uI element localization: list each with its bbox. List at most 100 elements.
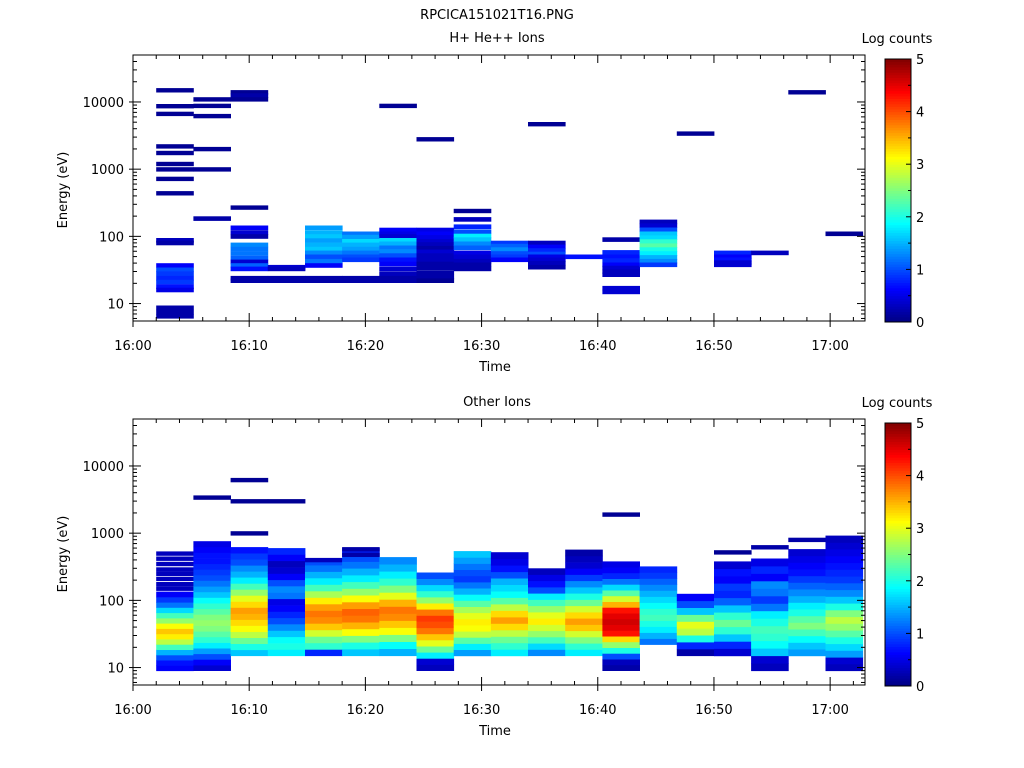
heatmap-cell	[342, 608, 380, 616]
colorbar-swatch	[885, 478, 911, 482]
heatmap-cell	[676, 600, 715, 608]
heatmap-cell	[639, 243, 678, 248]
heatmap-cell	[788, 90, 826, 95]
colorbar-swatch	[885, 657, 911, 661]
heatmap-cell	[751, 545, 789, 550]
heatmap-cell	[714, 254, 752, 260]
colorbar-swatch	[885, 111, 911, 115]
heatmap-cell	[453, 241, 492, 247]
colorbar-swatch	[885, 617, 911, 621]
heatmap-cell	[416, 652, 455, 659]
heatmap-cell	[305, 275, 343, 281]
heatmap-cell	[490, 240, 529, 246]
heatmap-cell	[565, 649, 603, 657]
heatmap-cell	[788, 549, 826, 557]
heatmap-cell	[528, 568, 566, 575]
colorbar-swatch	[885, 522, 911, 527]
heatmap-cell	[639, 590, 678, 597]
heatmap-cell	[230, 643, 269, 651]
heatmap-cell	[416, 137, 455, 142]
heatmap-cell	[639, 584, 678, 591]
heatmap-cell	[193, 546, 231, 553]
colorbar-swatch	[885, 520, 911, 524]
colorbar-tick-label: 4	[916, 106, 924, 121]
colorbar-swatch	[885, 124, 911, 128]
heatmap-cell	[788, 569, 826, 577]
colorbar-swatch	[885, 119, 911, 123]
colorbar-swatch	[885, 300, 911, 305]
heatmap-cell	[453, 266, 492, 272]
heatmap-cell	[230, 565, 269, 572]
heatmap-cell	[453, 631, 492, 638]
colorbar-swatch	[885, 570, 911, 574]
colorbar-swatch	[885, 620, 911, 624]
heatmap-cell	[751, 663, 789, 672]
heatmap-cell	[788, 642, 826, 650]
heatmap-cell	[416, 242, 455, 247]
heatmap-cell	[156, 591, 194, 598]
x-tick-label: 16:40	[579, 703, 616, 718]
heatmap-cell	[416, 603, 455, 610]
heatmap-cell	[416, 231, 455, 237]
heatmap-cell	[528, 580, 566, 588]
colorbar: 0 1 2 3 4 5	[884, 53, 924, 331]
x-tick-label: 16:50	[695, 703, 732, 718]
heatmap-cell	[230, 234, 269, 239]
heatmap-cell	[230, 577, 269, 584]
heatmap-cell	[379, 271, 417, 276]
heatmap-cell	[528, 122, 566, 127]
colorbar-swatch	[885, 308, 911, 312]
x-tick-label: 16:00	[114, 339, 151, 354]
colorbar-swatch	[885, 667, 911, 671]
heatmap-cell	[490, 591, 529, 598]
colorbar-swatch	[885, 509, 911, 513]
heatmap-cell	[156, 305, 194, 311]
heatmap-cell	[416, 257, 455, 263]
heatmap-cell	[453, 600, 492, 607]
heatmap-cell	[602, 289, 640, 295]
heatmap-cell	[267, 278, 306, 283]
colorbar-swatch	[885, 457, 911, 461]
heatmap-cell	[416, 578, 455, 586]
colorbar-swatch	[885, 229, 911, 234]
heatmap-cell	[193, 586, 231, 593]
heatmap-cell	[565, 605, 603, 613]
colorbar-swatch	[885, 533, 911, 537]
heatmap-cell	[602, 572, 640, 579]
heatmap-cell	[305, 623, 343, 631]
heatmap-cell	[788, 589, 826, 597]
colorbar-swatch	[885, 646, 911, 650]
colorbar-swatch	[885, 459, 911, 463]
heatmap-cell	[825, 643, 864, 651]
heatmap-cell	[602, 272, 640, 277]
colorbar-swatch	[885, 148, 911, 152]
heatmap-cell	[342, 615, 380, 623]
heatmap-cell	[416, 227, 455, 233]
heatmap-cell	[825, 596, 864, 604]
heatmap-cell	[602, 653, 640, 660]
heatmap-cell	[416, 646, 455, 653]
colorbar-swatch	[885, 216, 911, 220]
colorbar-swatch	[885, 140, 911, 144]
heatmap-cell	[453, 563, 492, 570]
heatmap-cell	[379, 103, 417, 109]
colorbar-swatch	[885, 441, 911, 445]
heatmap-cell	[342, 628, 380, 636]
colorbar-swatch	[885, 274, 911, 278]
heatmap-cell	[602, 641, 640, 648]
heatmap-cell	[676, 628, 715, 636]
colorbar-tick-label: 0	[916, 680, 924, 695]
heatmap-cell	[639, 566, 678, 573]
heatmap-cell	[193, 569, 231, 576]
colorbar-swatch	[885, 290, 911, 294]
heatmap-cell	[528, 593, 566, 600]
colorbar-swatch	[885, 622, 911, 627]
heatmap-cell	[602, 636, 640, 643]
x-tick-label: 17:00	[811, 339, 848, 354]
heatmap-cell	[751, 566, 789, 574]
heatmap-cell	[825, 562, 864, 570]
colorbar-swatch	[885, 554, 911, 558]
heatmap-cell	[602, 254, 640, 260]
heatmap-cell	[639, 262, 678, 268]
heatmap-cell	[230, 631, 269, 638]
